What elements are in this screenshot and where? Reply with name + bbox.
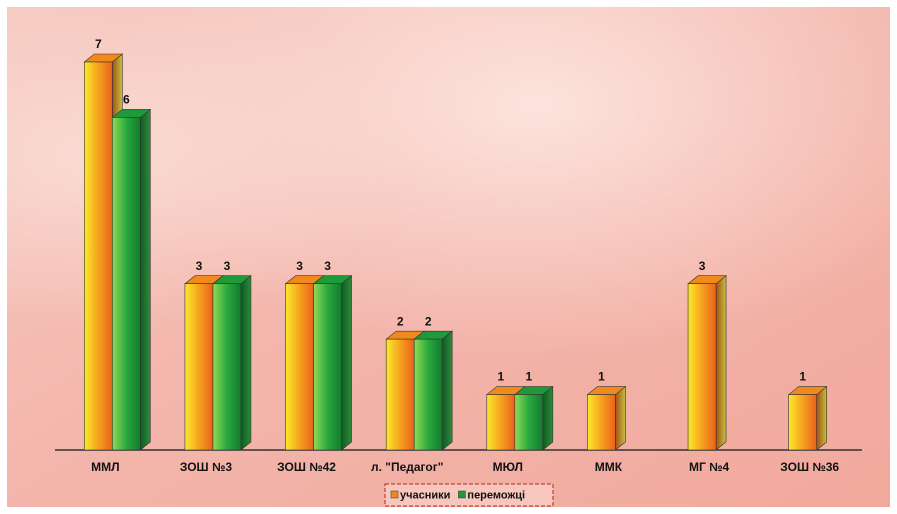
data-label: 3 <box>699 259 706 273</box>
data-label: 6 <box>123 93 130 107</box>
bar <box>385 338 415 451</box>
legend: учасники переможці <box>384 483 554 507</box>
legend-swatch <box>390 490 399 499</box>
x-tick-label: ЗОШ №3 <box>180 460 232 474</box>
data-label: 1 <box>525 370 532 384</box>
x-tick-label: ММК <box>595 460 623 474</box>
data-label: 1 <box>497 370 504 384</box>
data-label: 2 <box>397 314 404 328</box>
data-label: 7 <box>95 37 102 51</box>
x-tick-label: ЗОШ №36 <box>780 460 839 474</box>
bar <box>514 394 544 451</box>
data-label: 3 <box>324 259 331 273</box>
bar <box>84 61 113 451</box>
x-tick-label: МЮЛ <box>493 460 523 474</box>
data-label: 3 <box>224 259 231 273</box>
x-tick-label: л. "Педагог" <box>371 460 443 474</box>
bar <box>587 394 616 451</box>
bar <box>285 283 314 451</box>
bar <box>313 283 342 451</box>
legend-label: переможці <box>467 489 525 501</box>
x-tick-label: МГ №4 <box>689 460 730 474</box>
bar-side <box>341 275 352 451</box>
legend-label: учасники <box>400 489 450 501</box>
bar <box>788 394 817 451</box>
x-tick-label: ММЛ <box>91 460 119 474</box>
bar-side <box>441 330 453 451</box>
data-label: 2 <box>425 314 432 328</box>
bar-side <box>816 385 827 451</box>
legend-swatch <box>458 490 466 499</box>
data-label: 3 <box>296 259 303 273</box>
x-tick-label: ЗОШ №42 <box>277 460 336 474</box>
bar <box>212 283 242 451</box>
bar-side <box>140 108 151 451</box>
data-label: 1 <box>598 370 605 384</box>
data-label: 1 <box>799 370 806 384</box>
bar-side <box>615 385 626 451</box>
bar <box>687 283 717 451</box>
bar <box>112 117 141 451</box>
bar-side <box>240 275 252 451</box>
bar <box>413 338 443 451</box>
legend-box <box>384 483 554 507</box>
data-label: 3 <box>196 259 203 273</box>
bar <box>486 394 516 451</box>
bar-side <box>715 275 727 451</box>
bar-side <box>542 385 554 451</box>
bar <box>184 283 214 451</box>
